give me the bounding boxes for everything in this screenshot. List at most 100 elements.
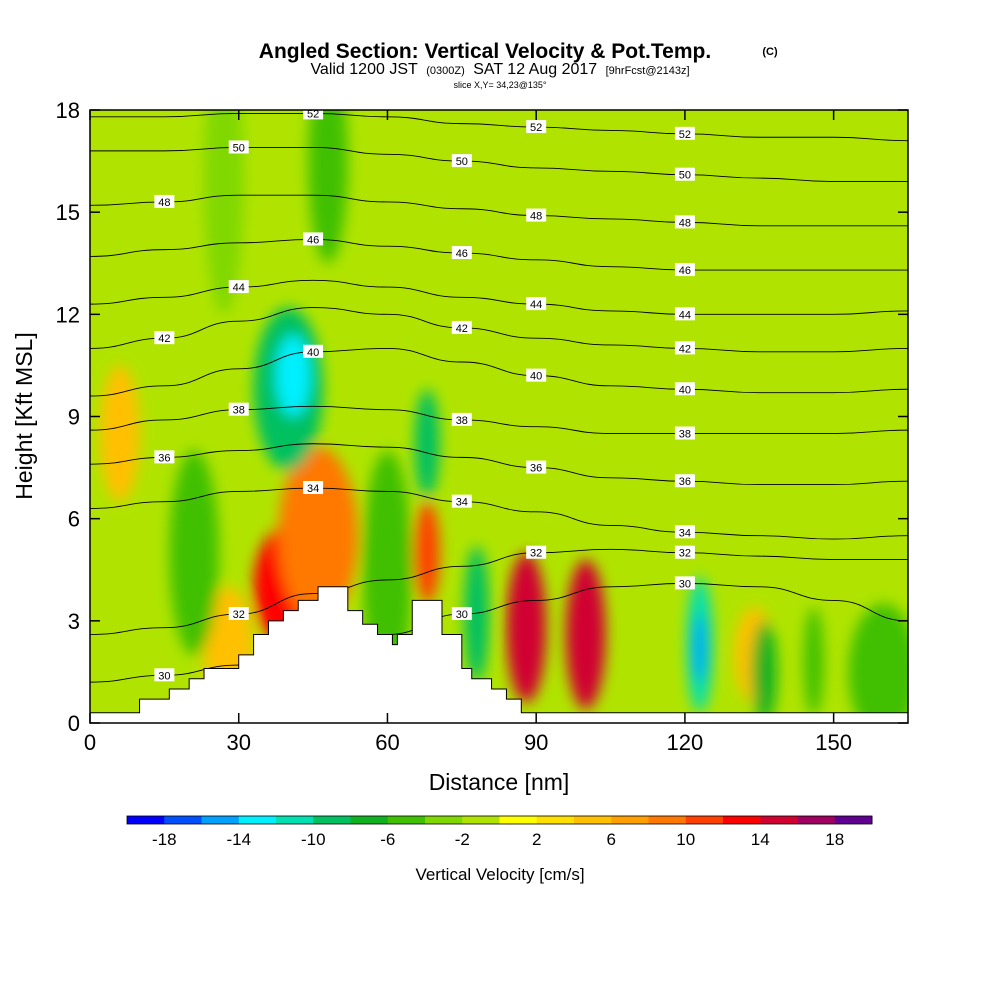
theta-label-bg xyxy=(526,545,547,559)
theta-label-bg xyxy=(674,215,695,229)
theta-label: 40 xyxy=(679,384,691,396)
theta-label-bg xyxy=(674,263,695,277)
colorbar-tick-label: -6 xyxy=(380,830,395,849)
velocity-cell xyxy=(414,501,440,604)
theta-label-bg xyxy=(526,297,547,311)
theta-label-bg xyxy=(526,368,547,382)
theta-label-bg xyxy=(674,576,695,590)
theta-label-bg xyxy=(154,668,175,682)
theta-label: 34 xyxy=(307,483,319,495)
colorbar-tick-label: -14 xyxy=(226,830,251,849)
velocity-cell xyxy=(169,450,219,655)
velocity-cell xyxy=(99,365,140,502)
colorbar-swatch xyxy=(387,816,426,824)
colorbar-swatch xyxy=(611,816,649,824)
theta-line xyxy=(90,238,908,271)
theta-label: 48 xyxy=(158,197,170,209)
theta-label: 36 xyxy=(158,452,170,464)
velocity-cell xyxy=(275,334,311,417)
colorbar-tick-label: -2 xyxy=(455,830,470,849)
colorbar-tick-label: 2 xyxy=(532,830,541,849)
theta-label: 32 xyxy=(530,548,542,560)
colorbar-swatch xyxy=(276,816,314,824)
y-axis-label: Height [Kft MSL] xyxy=(11,332,37,499)
velocity-cell xyxy=(693,614,706,683)
slice-label: slice X,Y= 34,23@135° xyxy=(453,80,546,90)
velocity-cell xyxy=(803,607,824,717)
theta-label-bg xyxy=(303,344,324,358)
x-tick-label: 0 xyxy=(84,730,96,755)
x-tick-label: 90 xyxy=(524,730,548,755)
plot-area: 30 30 30 32 32 32 34 34 34 36 36 36 38 38 38 40 40 40 42 42… xyxy=(90,110,908,723)
velocity-cell xyxy=(414,389,440,499)
theta-label: 52 xyxy=(679,129,691,141)
velocity-cell xyxy=(204,110,244,315)
theta-label: 32 xyxy=(233,609,245,621)
theta-label-bg xyxy=(674,474,695,488)
theta-label-bg xyxy=(228,402,249,416)
theta-label: 30 xyxy=(158,670,170,682)
y-tick-label: 6 xyxy=(68,507,80,532)
theta-label-bg xyxy=(674,382,695,396)
colorbar-label: Vertical Velocity [cm/s] xyxy=(415,865,584,884)
theta-line xyxy=(90,307,908,353)
colorbar-swatch xyxy=(313,816,351,824)
theta-label-bg xyxy=(674,426,695,440)
theta-label: 30 xyxy=(679,578,691,590)
terrain xyxy=(90,586,908,723)
theta-label: 50 xyxy=(456,156,468,168)
theta-line xyxy=(90,548,908,635)
theta-line xyxy=(90,347,908,397)
theta-label: 34 xyxy=(679,527,691,539)
theta-label: 48 xyxy=(679,217,691,229)
subtitle-forecast: [9hrFcst@2143z] xyxy=(606,65,690,77)
colorbar-swatch xyxy=(574,816,612,824)
theta-label-bg xyxy=(228,607,249,621)
chart-title-unit: (C) xyxy=(762,46,778,58)
colorbar-swatch xyxy=(499,816,538,824)
colorbar-swatch xyxy=(834,816,873,824)
theta-label: 38 xyxy=(679,429,691,441)
chart-subtitle: Valid 1200 JST (0300Z) SAT 12 Aug 2017 [… xyxy=(310,61,689,78)
theta-label-bg xyxy=(674,341,695,355)
colorbar-swatch xyxy=(238,816,277,824)
theta-label: 32 xyxy=(679,548,691,560)
colorbar-tick-label: -18 xyxy=(152,830,177,849)
theta-label-bg xyxy=(674,545,695,559)
subtitle-valid: Valid 1200 JST xyxy=(310,61,418,78)
colorbar-frame xyxy=(126,815,873,825)
theta-line xyxy=(90,443,908,486)
theta-label: 44 xyxy=(530,299,542,311)
y-tick-label: 12 xyxy=(56,302,80,327)
theta-line xyxy=(90,405,908,434)
theta-label: 52 xyxy=(530,122,542,134)
x-tick-label: 150 xyxy=(815,730,852,755)
theta-label-bg xyxy=(526,120,547,134)
colorbar-swatch xyxy=(425,816,463,824)
theta-label: 30 xyxy=(456,609,468,621)
velocity-cell xyxy=(565,559,606,710)
colorbar-swatch xyxy=(685,816,724,824)
theta-label-bg xyxy=(674,167,695,181)
chart-title: Angled Section: Vertical Velocity & Pot.… xyxy=(259,40,711,63)
theta-label-bg xyxy=(154,450,175,464)
colorbar-swatch xyxy=(201,816,240,824)
subtitle-date: SAT 12 Aug 2017 xyxy=(473,61,597,78)
colorbar-swatch xyxy=(797,816,836,824)
theta-label: 44 xyxy=(679,309,691,321)
colorbar-tick-label: -10 xyxy=(301,830,326,849)
theta-label: 34 xyxy=(456,497,468,509)
theta-contours: 30 30 30 32 32 32 34 34 34 36 36 36 38 38 38 40 40 40 42 42… xyxy=(90,110,908,683)
theta-label: 36 xyxy=(530,463,542,475)
colorbar-tick-label: 6 xyxy=(607,830,616,849)
y-tick-label: 3 xyxy=(68,609,80,634)
theta-line xyxy=(90,582,908,683)
theta-label-bg xyxy=(451,494,472,508)
theta-label-bg xyxy=(674,126,695,140)
theta-label: 42 xyxy=(679,343,691,355)
theta-label: 48 xyxy=(530,211,542,223)
theta-label-bg xyxy=(451,607,472,621)
velocity-cell xyxy=(308,110,348,264)
